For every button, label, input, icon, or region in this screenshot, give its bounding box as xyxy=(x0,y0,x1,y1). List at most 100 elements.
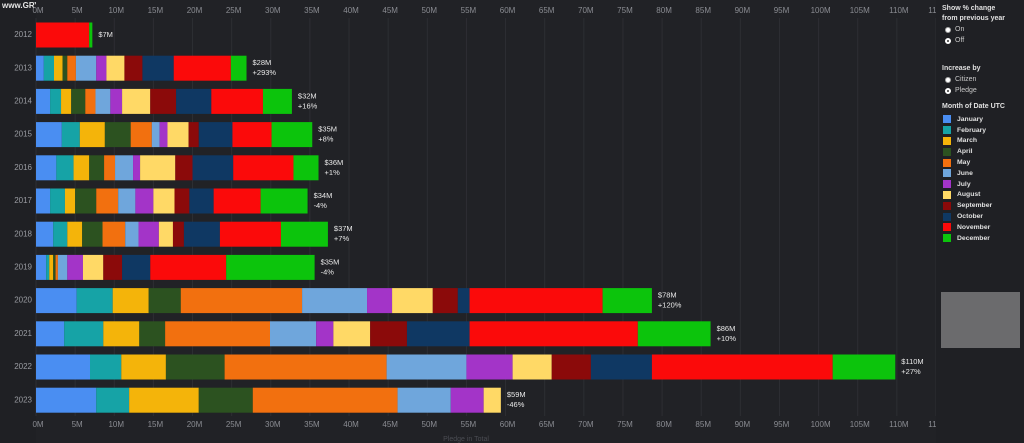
radio-button[interactable] xyxy=(945,26,951,33)
bar-segment xyxy=(36,122,62,148)
bar-segment xyxy=(406,321,470,347)
bar-segment xyxy=(180,288,303,314)
bar-segment xyxy=(280,221,328,247)
bar-segment xyxy=(50,188,65,214)
bar-segment xyxy=(53,221,68,247)
legend-swatch xyxy=(943,201,951,210)
bar-segment xyxy=(142,55,174,81)
radio-option[interactable]: Citizen xyxy=(942,74,1022,85)
total-label: $35M xyxy=(318,125,337,134)
x-tick-label: 5M xyxy=(72,6,83,15)
x-tick-label: 105M xyxy=(850,420,870,429)
x-tick-label: 80M xyxy=(656,6,672,15)
legend-swatch xyxy=(943,180,951,189)
radio-option[interactable]: On xyxy=(942,24,1022,35)
total-label: $32M xyxy=(298,91,317,100)
bar-segment xyxy=(469,321,638,347)
change-label: +10% xyxy=(717,334,737,343)
x-tick-label: 60M xyxy=(500,6,516,15)
x-tick-label: 45M xyxy=(382,6,398,15)
total-label: $34M xyxy=(314,191,333,200)
radio-button[interactable] xyxy=(945,87,951,94)
radio-label: On xyxy=(955,26,965,33)
total-label: $37M xyxy=(334,224,353,233)
y-tick-label: 2020 xyxy=(14,296,32,305)
x-tick-label: 5M xyxy=(72,420,83,429)
bar-segment xyxy=(36,55,44,81)
legend-label: September xyxy=(957,202,993,210)
total-label: $59M xyxy=(507,390,526,399)
legend-item: October xyxy=(942,211,1022,222)
total-label: $35M xyxy=(321,257,340,266)
legend-item: December xyxy=(942,233,1022,244)
bar-segment xyxy=(392,288,433,314)
bar-segment xyxy=(36,22,90,48)
x-axis-title: Pledge in Total xyxy=(443,436,489,443)
x-tick-label: 65M xyxy=(539,6,555,15)
y-tick-label: 2023 xyxy=(14,395,32,404)
legend-item: July xyxy=(942,179,1022,190)
radio-option[interactable]: Pledge xyxy=(942,85,1022,96)
y-tick-label: 2018 xyxy=(14,229,32,238)
bar-segment xyxy=(153,188,175,214)
bar-segment xyxy=(36,155,57,181)
y-tick-label: 2017 xyxy=(14,196,32,205)
legend-item: November xyxy=(942,222,1022,233)
control-title: Show % change from previous year xyxy=(942,5,1006,22)
bar-segment xyxy=(125,221,139,247)
x-tick-label: 20M xyxy=(187,420,203,429)
bar-segment xyxy=(53,254,56,280)
x-tick-label: 75M xyxy=(617,6,633,15)
bar-segment xyxy=(115,155,134,181)
legend-label: December xyxy=(957,234,990,242)
x-tick-label: 55M xyxy=(461,6,477,15)
radio-option[interactable]: Off xyxy=(942,35,1022,46)
bar-segment xyxy=(89,155,105,181)
bar-segment xyxy=(82,221,103,247)
x-tick-label: 50M xyxy=(422,6,438,15)
x-tick-label: 110M xyxy=(889,6,909,15)
bar-segment xyxy=(64,188,76,214)
x-tick-label: 50M xyxy=(422,420,438,429)
legend-swatch xyxy=(943,136,951,145)
total-label: $110M xyxy=(901,357,923,366)
bar-segment xyxy=(36,254,47,280)
change-label: +1% xyxy=(325,168,341,177)
legend-swatch xyxy=(943,169,951,178)
bar-segment xyxy=(151,122,160,148)
radio-label: Pledge xyxy=(955,87,977,94)
bar-segment xyxy=(67,254,83,280)
bar-segment xyxy=(370,321,407,347)
bar-segment xyxy=(198,387,253,413)
bar-segment xyxy=(124,55,143,81)
x-tick-label: 95M xyxy=(774,420,790,429)
bar-segment xyxy=(188,122,199,148)
legend-label: August xyxy=(957,191,981,199)
x-tick-label: 100M xyxy=(811,6,831,15)
legend-label: January xyxy=(957,115,984,123)
bar-segment xyxy=(139,321,166,347)
x-tick-label: 40M xyxy=(343,420,359,429)
radio-button[interactable] xyxy=(945,76,951,83)
total-label: $28M xyxy=(253,58,272,67)
legend-label: March xyxy=(957,137,978,145)
change-label: +27% xyxy=(901,367,921,376)
legend-label: May xyxy=(957,159,971,167)
bar-segment xyxy=(96,55,107,81)
x-tick-label: 105M xyxy=(850,6,870,15)
bar-segment xyxy=(233,155,294,181)
bar-segment xyxy=(150,254,227,280)
bar-segment xyxy=(104,122,131,148)
y-tick-label: 2021 xyxy=(14,329,32,338)
x-tick-label: 35M xyxy=(304,6,320,15)
bar-segment xyxy=(140,155,176,181)
bar-segment xyxy=(36,354,90,380)
bar-segment xyxy=(590,354,652,380)
x-tick-label: 75M xyxy=(617,420,633,429)
bar-segment xyxy=(165,354,225,380)
bar-segment xyxy=(102,221,126,247)
radio-button[interactable] xyxy=(945,37,951,44)
legend-label: February xyxy=(957,126,987,134)
change-label: +8% xyxy=(318,135,334,144)
